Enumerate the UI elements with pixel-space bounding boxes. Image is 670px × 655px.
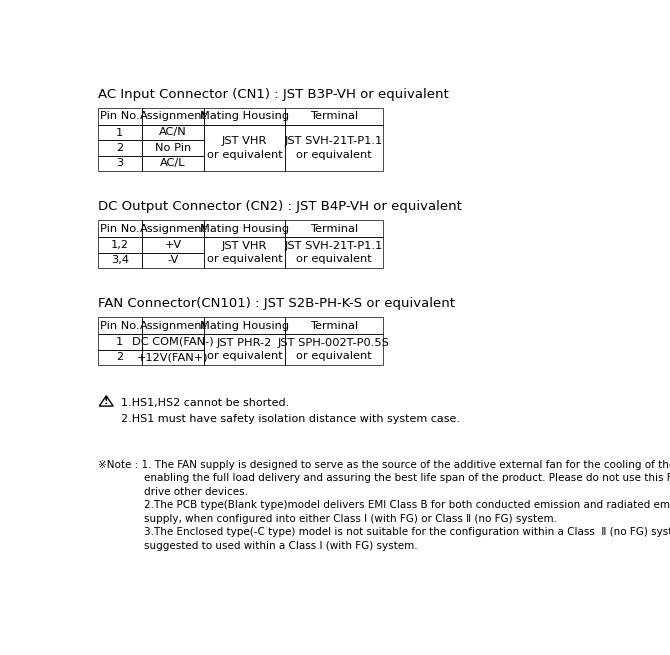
- Text: JST SPH-002T-P0.5S
or equivalent: JST SPH-002T-P0.5S or equivalent: [278, 338, 390, 362]
- Text: drive other devices.: drive other devices.: [144, 487, 248, 496]
- Text: Terminal: Terminal: [310, 224, 358, 234]
- Text: suggested to used within a Class Ⅰ (with FG) system.: suggested to used within a Class Ⅰ (with…: [144, 540, 418, 551]
- Bar: [204, 334, 285, 365]
- Bar: [98, 253, 142, 268]
- Bar: [98, 237, 142, 253]
- Text: AC/N: AC/N: [159, 128, 187, 138]
- Bar: [204, 317, 285, 334]
- Text: supply, when configured into either Class Ⅰ (with FG) or Class Ⅱ (no FG) system.: supply, when configured into either Clas…: [144, 514, 557, 523]
- Text: JST PHR-2
or equivalent: JST PHR-2 or equivalent: [206, 338, 282, 362]
- Text: JST VHR
or equivalent: JST VHR or equivalent: [206, 136, 282, 160]
- Text: Mating Housing: Mating Housing: [200, 321, 289, 331]
- Text: 2.The PCB type(Blank type)model delivers EMI Class B for both conducted emission: 2.The PCB type(Blank type)model delivers…: [144, 500, 670, 510]
- Text: 1.HS1,HS2 cannot be shorted.: 1.HS1,HS2 cannot be shorted.: [121, 398, 289, 408]
- Bar: [142, 317, 204, 334]
- Bar: [285, 108, 383, 125]
- Bar: [142, 125, 204, 140]
- Text: JST SVH-21T-P1.1
or equivalent: JST SVH-21T-P1.1 or equivalent: [285, 136, 383, 160]
- Bar: [142, 350, 204, 365]
- Bar: [285, 237, 383, 268]
- Bar: [98, 156, 142, 171]
- Bar: [98, 140, 142, 156]
- Text: +V: +V: [164, 240, 182, 250]
- Bar: [142, 108, 204, 125]
- Text: 2.HS1 must have safety isolation distance with system case.: 2.HS1 must have safety isolation distanc…: [121, 413, 460, 424]
- Bar: [204, 108, 285, 125]
- Text: 1: 1: [116, 337, 123, 347]
- Text: DC COM(FAN-): DC COM(FAN-): [132, 337, 214, 347]
- Bar: [142, 253, 204, 268]
- Bar: [98, 350, 142, 365]
- Bar: [142, 140, 204, 156]
- Bar: [285, 125, 383, 171]
- Text: AC Input Connector (CN1) : JST B3P-VH or equivalent: AC Input Connector (CN1) : JST B3P-VH or…: [98, 88, 448, 101]
- Text: Mating Housing: Mating Housing: [200, 111, 289, 121]
- Text: Pin No.: Pin No.: [100, 111, 139, 121]
- Text: FAN Connector(CN101) : JST S2B-PH-K-S or equivalent: FAN Connector(CN101) : JST S2B-PH-K-S or…: [98, 297, 455, 310]
- Bar: [98, 108, 142, 125]
- Bar: [142, 220, 204, 237]
- Text: Pin No.: Pin No.: [100, 224, 139, 234]
- Text: 2: 2: [116, 352, 123, 362]
- Text: DC Output Connector (CN2) : JST B4P-VH or equivalent: DC Output Connector (CN2) : JST B4P-VH o…: [98, 200, 462, 214]
- Text: AC/L: AC/L: [160, 159, 186, 168]
- Bar: [285, 220, 383, 237]
- Bar: [285, 334, 383, 365]
- Bar: [98, 125, 142, 140]
- Bar: [204, 237, 285, 268]
- Text: JST VHR
or equivalent: JST VHR or equivalent: [206, 241, 282, 264]
- Text: +12V(FAN+): +12V(FAN+): [137, 352, 209, 362]
- Bar: [98, 317, 142, 334]
- Text: 3.The Enclosed type(-C type) model is not suitable for the configuration within : 3.The Enclosed type(-C type) model is no…: [144, 527, 670, 537]
- Bar: [204, 220, 285, 237]
- Bar: [285, 317, 383, 334]
- Text: Mating Housing: Mating Housing: [200, 224, 289, 234]
- Bar: [142, 156, 204, 171]
- Bar: [204, 125, 285, 171]
- Text: !: !: [104, 396, 109, 406]
- Text: 1: 1: [116, 128, 123, 138]
- Bar: [98, 220, 142, 237]
- Text: Terminal: Terminal: [310, 111, 358, 121]
- Text: 2: 2: [116, 143, 123, 153]
- Bar: [98, 334, 142, 350]
- Text: 3,4: 3,4: [111, 255, 129, 265]
- Text: Assignment: Assignment: [139, 224, 206, 234]
- Text: Assignment: Assignment: [139, 111, 206, 121]
- Text: JST SVH-21T-P1.1
or equivalent: JST SVH-21T-P1.1 or equivalent: [285, 241, 383, 264]
- Text: Pin No.: Pin No.: [100, 321, 139, 331]
- Text: ※Note : 1. The FAN supply is designed to serve as the source of the additive ext: ※Note : 1. The FAN supply is designed to…: [98, 460, 670, 470]
- Bar: [142, 334, 204, 350]
- Bar: [142, 237, 204, 253]
- Text: enabling the full load delivery and assuring the best life span of the product. : enabling the full load delivery and assu…: [144, 473, 670, 483]
- Text: -V: -V: [168, 255, 179, 265]
- Text: Terminal: Terminal: [310, 321, 358, 331]
- Text: 3: 3: [116, 159, 123, 168]
- Text: Assignment: Assignment: [139, 321, 206, 331]
- Text: 1,2: 1,2: [111, 240, 129, 250]
- Text: No Pin: No Pin: [155, 143, 191, 153]
